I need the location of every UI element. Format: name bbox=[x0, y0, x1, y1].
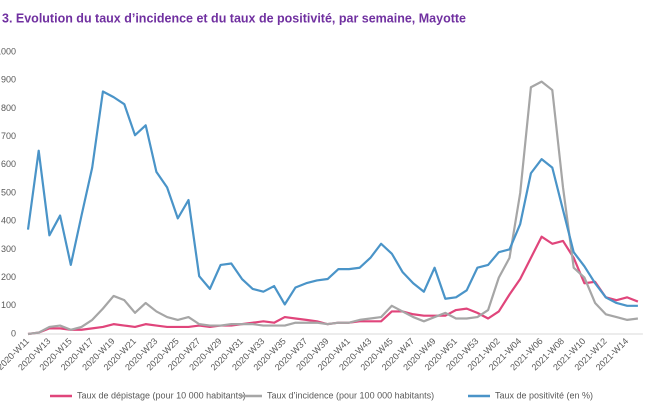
y-tick-label: 900 bbox=[1, 75, 16, 85]
legend-label: Taux d’incidence (pour 100 000 habitants… bbox=[267, 390, 434, 400]
legend-label: Taux de dépistage (pour 10 000 habitants… bbox=[77, 390, 246, 400]
chart-title: 3. Evolution du taux d’incidence et du t… bbox=[2, 11, 466, 25]
y-tick-label: 700 bbox=[1, 131, 16, 141]
y-tick-label: 600 bbox=[1, 159, 16, 169]
y-tick-label: 0 bbox=[11, 328, 16, 338]
y-tick-label: 300 bbox=[1, 244, 16, 254]
y-tick-label: 800 bbox=[1, 103, 16, 113]
y-tick-label: 500 bbox=[1, 187, 16, 197]
series-line bbox=[27, 80, 639, 336]
series-line bbox=[26, 90, 638, 307]
y-tick-label: 200 bbox=[1, 272, 16, 282]
legend-label: Taux de positivité (en %) bbox=[495, 390, 593, 400]
y-tick-label: 100 bbox=[1, 300, 16, 310]
series-line bbox=[27, 235, 639, 336]
y-tick-label: 400 bbox=[1, 216, 16, 226]
